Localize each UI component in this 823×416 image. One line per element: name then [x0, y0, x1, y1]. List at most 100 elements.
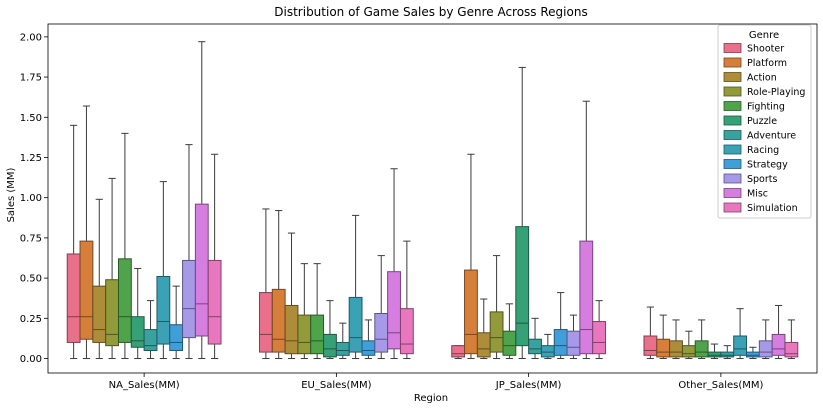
box-shooter [258, 208, 273, 360]
box-iqr [746, 351, 760, 358]
box-action [92, 198, 107, 360]
box-iqr [323, 333, 337, 358]
box-iqr [489, 311, 504, 353]
box-iqr [681, 345, 696, 358]
legend-label: Misc [747, 189, 768, 200]
box-shooter [451, 345, 466, 360]
box-adventure [335, 322, 350, 360]
box-iqr [694, 340, 709, 358]
legend-swatch [723, 188, 742, 198]
box-racing [156, 181, 171, 360]
box-iqr [515, 226, 530, 347]
box-iqr [361, 340, 376, 356]
axes-frame [47, 23, 818, 374]
legend-label: Racing [747, 145, 779, 156]
box-iqr [79, 240, 94, 340]
box-platform [271, 210, 286, 360]
box-adventure [528, 317, 542, 360]
box-iqr [66, 253, 81, 343]
x-tick-label: EU_Sales(MM) [301, 380, 371, 391]
box-misc [579, 100, 594, 360]
box-iqr [758, 340, 773, 358]
box-misc [387, 168, 401, 360]
box-iqr [130, 316, 145, 348]
box-role-playing [489, 255, 504, 360]
legend-swatch [723, 86, 742, 97]
box-iqr [117, 258, 132, 343]
y-tick-label: 0.75 [20, 233, 42, 244]
box-role-playing [681, 330, 696, 360]
legend-label: Sports [747, 174, 778, 185]
y-tick-label: 1.50 [20, 113, 42, 124]
box-iqr [387, 271, 401, 350]
box-iqr [656, 338, 671, 358]
box-iqr [156, 276, 171, 345]
box-iqr [579, 240, 594, 355]
legend-swatch [723, 72, 742, 82]
box-fighting [502, 303, 517, 360]
y-tick-label: 0.25 [20, 314, 42, 325]
legend-swatch [723, 130, 742, 140]
box-iqr [451, 345, 466, 358]
box-iqr [476, 332, 491, 358]
box-simulation [207, 153, 222, 360]
box-iqr [258, 292, 273, 353]
box-iqr [566, 330, 581, 356]
box-strategy [553, 292, 568, 360]
legend-swatch [723, 159, 742, 169]
box-iqr [105, 279, 119, 347]
box-iqr [464, 269, 478, 355]
box-role-playing [105, 177, 119, 360]
box-iqr [528, 338, 542, 355]
legend-swatch [723, 202, 742, 213]
box-puzzle [323, 300, 337, 360]
box-role-playing [297, 263, 312, 360]
box-action [476, 298, 491, 360]
box-iqr [271, 288, 286, 353]
legend-label: Adventure [747, 131, 796, 142]
box-iqr [540, 345, 555, 358]
box-sports [182, 144, 196, 360]
legend-swatch [723, 115, 742, 126]
box-platform [464, 153, 478, 360]
y-tick-label: 0.50 [20, 274, 42, 285]
legend-swatch [723, 57, 742, 68]
box-iqr [169, 324, 184, 351]
x-axis-label: Region [414, 393, 448, 404]
box-iqr [310, 314, 325, 355]
box-simulation [592, 300, 607, 360]
plot-area: 0.00 0.25 0.50 0.75 1.00 1.25 1.50 1.75 2.00 NA_S… [20, 23, 818, 391]
box-iqr [182, 259, 196, 339]
box-racing [348, 214, 363, 360]
box-racing [733, 308, 748, 360]
legend-label: Platform [747, 58, 787, 69]
y-tick-label: 2.00 [20, 32, 42, 43]
box-action [284, 232, 299, 360]
box-adventure [143, 300, 158, 360]
box-shooter [643, 306, 658, 360]
legend-label: Action [747, 73, 777, 84]
y-tick-label: 1.75 [20, 73, 42, 84]
box-iqr [374, 312, 389, 353]
y-tick-label: 1.00 [20, 193, 42, 204]
box-strategy [169, 285, 184, 360]
y-tick-label: 1.25 [20, 153, 42, 164]
box-iqr [553, 329, 568, 356]
legend-swatch [723, 144, 742, 155]
legend-label: Fighting [747, 102, 785, 113]
box-iqr [297, 314, 312, 355]
box-iqr [669, 340, 683, 358]
box-sports [566, 314, 581, 360]
box-iqr [720, 351, 735, 358]
box-iqr [92, 285, 107, 343]
box-adventure [720, 345, 735, 360]
box-iqr [284, 304, 299, 355]
legend-swatch [723, 173, 742, 184]
box-iqr [502, 330, 517, 356]
x-tick-label: Other_Sales(MM) [678, 380, 763, 391]
box-platform [656, 314, 671, 360]
box-iqr [348, 296, 363, 353]
box-iqr [592, 321, 607, 355]
box-simulation [784, 319, 799, 360]
